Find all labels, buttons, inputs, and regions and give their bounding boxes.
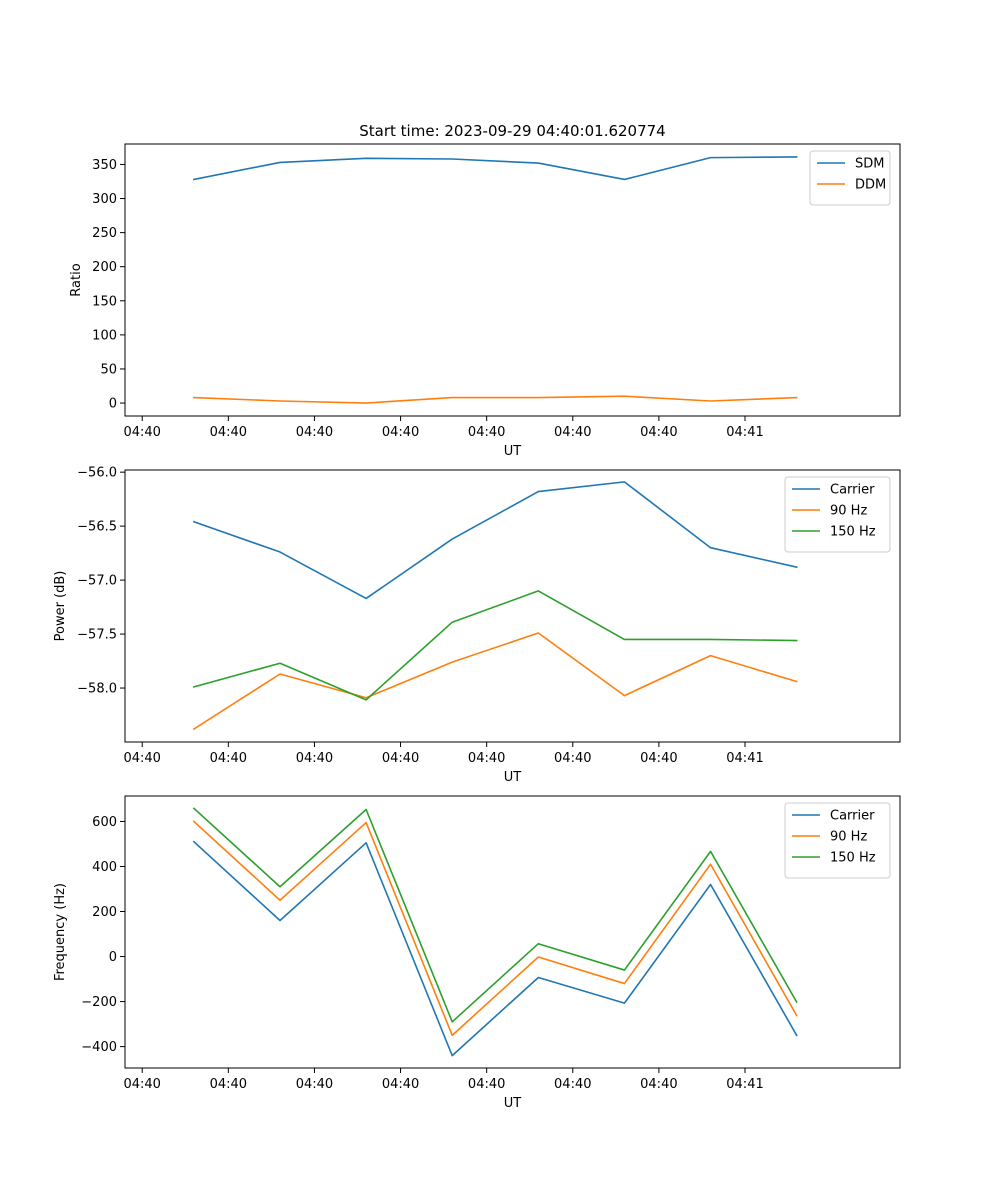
x-tick-label: 04:40: [210, 425, 247, 440]
y-tick-label: 250: [92, 226, 117, 241]
x-tick-label: 04:40: [468, 751, 505, 766]
legend: Carrier 90 Hz 150 Hz: [784, 802, 891, 879]
y-tick-label: 200: [92, 260, 117, 275]
legend: Carrier 90 Hz 150 Hz: [784, 476, 891, 553]
y-tick-label: 0: [109, 950, 117, 965]
y-tick-label: 350: [92, 158, 117, 173]
chart-title: Start time: 2023-09-29 04:40:01.620774: [359, 122, 665, 140]
axes-frame: [124, 469, 901, 743]
x-tick-label: 04:40: [640, 1077, 677, 1092]
series-line-ddm: [193, 395, 798, 404]
y-tick-label: 200: [92, 905, 117, 920]
y-tick-label: −200: [81, 995, 117, 1010]
y-tick-label: −57.0: [77, 574, 117, 589]
legend-box: [809, 150, 891, 206]
legend-box: [784, 802, 891, 879]
series-line-90-hz: [192, 632, 798, 731]
x-tick-label: 04:40: [468, 425, 505, 440]
legend-label: Carrier: [830, 809, 875, 824]
x-tick-label: 04:40: [123, 425, 160, 440]
chart-panel-1: 04:40 04:40 04:40 04:40 04:40 04:40 04:40 04:41…: [69, 143, 901, 459]
series-line-sdm: [192, 156, 798, 181]
legend-label: 90 Hz: [830, 830, 867, 845]
x-tick-label: 04:40: [210, 1077, 247, 1092]
legend-label: 90 Hz: [830, 504, 867, 519]
y-tick-label: 600: [92, 815, 117, 830]
x-tick-label: 04:40: [123, 1077, 160, 1092]
y-tick-label: −56.0: [77, 466, 117, 481]
y-tick-label: −56.5: [77, 520, 117, 535]
x-tick-label: 04:40: [554, 751, 591, 766]
y-axis-label: Frequency (Hz): [53, 883, 68, 981]
x-axis-label: UT: [504, 444, 522, 459]
y-tick-label: −57.5: [77, 628, 117, 643]
chart-panel-2: 04:40 04:40 04:40 04:40 04:40 04:40 04:40 04:41…: [53, 466, 901, 785]
x-tick-label: 04:40: [640, 751, 677, 766]
x-tick-label: 04:40: [123, 751, 160, 766]
x-tick-label: 04:41: [726, 1077, 763, 1092]
x-tick-label: 04:40: [382, 751, 419, 766]
series-line-150-hz: [192, 807, 798, 1023]
x-tick-label: 04:40: [296, 751, 333, 766]
legend-label: 150 Hz: [830, 525, 876, 540]
x-tick-label: 04:41: [726, 751, 763, 766]
series-line-carrier: [192, 840, 798, 1057]
y-tick-label: 50: [100, 362, 117, 377]
axes-frame: [124, 795, 901, 1069]
x-tick-label: 04:40: [382, 1077, 419, 1092]
series-line-150-hz: [192, 590, 798, 701]
legend-label: DDM: [855, 178, 886, 193]
y-axis-label: Power (dB): [53, 571, 68, 642]
y-tick-label: 300: [92, 192, 117, 207]
y-tick-label: 100: [92, 328, 117, 343]
y-axis-label: Ratio: [69, 263, 84, 296]
series-line-carrier: [192, 481, 798, 600]
legend-label: Carrier: [830, 483, 875, 498]
x-tick-label: 04:40: [382, 425, 419, 440]
axes-frame: [124, 143, 901, 417]
x-tick-label: 04:40: [640, 425, 677, 440]
x-tick-label: 04:40: [468, 1077, 505, 1092]
legend-label: SDM: [855, 157, 884, 172]
y-tick-label: 400: [92, 860, 117, 875]
y-tick-label: 0: [109, 397, 117, 412]
y-tick-label: −58.0: [77, 682, 117, 697]
legend: SDM DDM: [809, 150, 891, 206]
x-tick-label: 04:40: [554, 1077, 591, 1092]
x-tick-label: 04:40: [296, 1077, 333, 1092]
x-tick-label: 04:41: [726, 425, 763, 440]
x-tick-label: 04:40: [296, 425, 333, 440]
y-tick-label: −400: [81, 1040, 117, 1055]
chart-panel-3: 04:40 04:40 04:40 04:40 04:40 04:40 04:40 04:41…: [53, 795, 901, 1111]
x-tick-label: 04:40: [210, 751, 247, 766]
legend-box: [784, 476, 891, 553]
x-tick-label: 04:40: [554, 425, 591, 440]
x-axis-label: UT: [504, 770, 522, 785]
x-axis-label: UT: [504, 1096, 522, 1111]
y-tick-label: 150: [92, 294, 117, 309]
series-line-90-hz: [192, 820, 798, 1037]
chart-panels: 04:40 04:40 04:40 04:40 04:40 04:40 04:40 04:41…: [53, 143, 901, 1111]
legend-label: 150 Hz: [830, 851, 876, 866]
